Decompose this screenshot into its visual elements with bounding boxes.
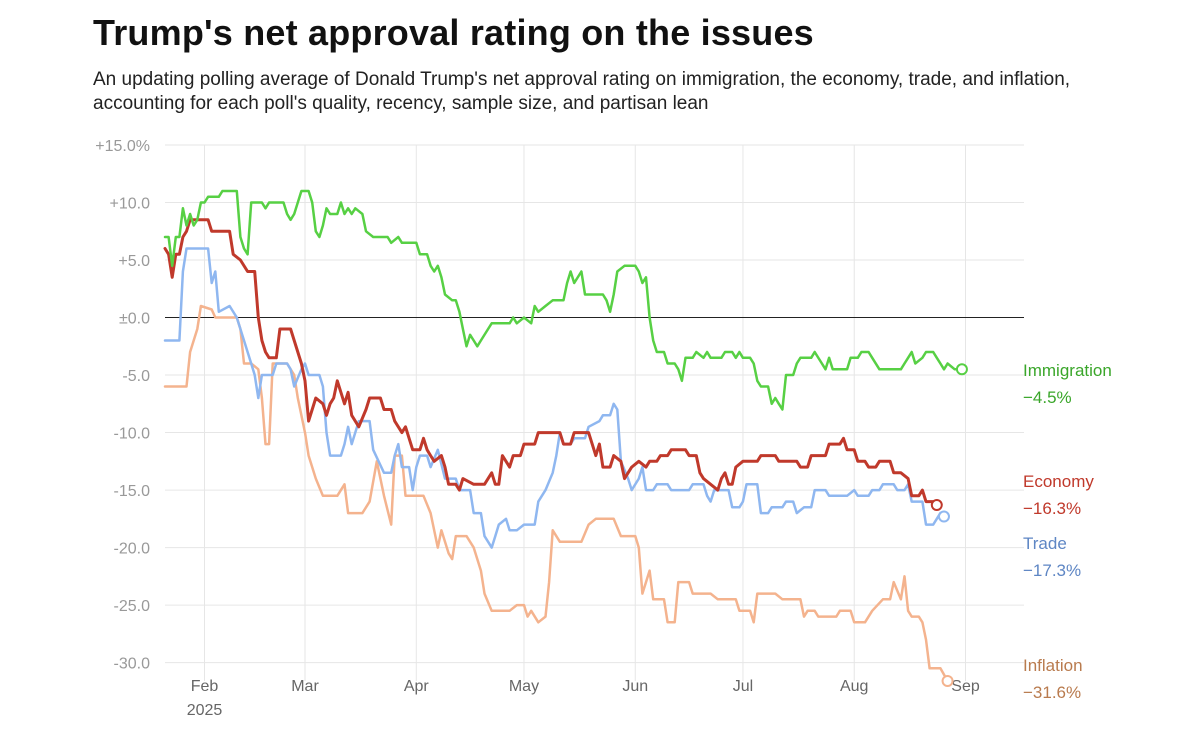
y-tick-label: +15.0%	[95, 138, 150, 155]
y-tick-label: +10.0	[110, 196, 151, 213]
inflation-series-name: Inflation	[1023, 656, 1083, 675]
y-tick-label: -15.0	[114, 483, 151, 500]
series-labels: Inflation −31.6% Trade −17.3% Economy −16.3% I…	[1023, 361, 1112, 702]
y-tick-label: -20.0	[114, 541, 151, 558]
inflation-line	[163, 304, 949, 683]
economy-line	[163, 218, 939, 507]
economy-series-value: −16.3%	[1023, 499, 1081, 518]
inflation-end-marker	[941, 675, 954, 687]
y-axis: +15.0% +10.0 +5.0 ±0.0 -5.0 -10.0 -15.0 -20.0 -2…	[95, 138, 150, 673]
x-tick-label: Jul	[733, 678, 753, 695]
x-year-label: 2025	[187, 702, 223, 719]
grid	[165, 144, 1024, 681]
x-tick-label: Sep	[951, 678, 980, 695]
x-tick-label: Apr	[404, 678, 430, 695]
x-axis: Feb Mar Apr May Jun Jul Aug Sep 2025	[187, 678, 980, 719]
inflation-series-value: −31.6%	[1023, 683, 1081, 702]
x-tick-label: Aug	[840, 678, 868, 695]
immigration-series-name: Immigration	[1023, 361, 1112, 380]
y-tick-label: -10.0	[114, 426, 151, 443]
chart-title: Trump's net approval rating on the issue…	[93, 12, 814, 53]
immigration-series-value: −4.5%	[1023, 388, 1072, 407]
series-lines	[163, 189, 968, 687]
chart-subtitle: An updating polling average of Donald Tr…	[93, 69, 1071, 114]
trade-line	[163, 247, 946, 549]
trade-series-name: Trade	[1023, 534, 1067, 553]
trade-series-value: −17.3%	[1023, 561, 1081, 580]
x-tick-label: Jun	[622, 678, 648, 695]
immigration-end-marker	[955, 363, 968, 376]
economy-series-name: Economy	[1023, 472, 1094, 491]
y-tick-label: -5.0	[122, 368, 150, 385]
x-tick-label: May	[509, 678, 539, 695]
economy-end-marker	[930, 499, 943, 512]
trade-end-marker	[937, 510, 950, 523]
y-tick-label: -25.0	[114, 598, 151, 615]
y-tick-label: -30.0	[114, 656, 151, 673]
immigration-line	[163, 189, 964, 411]
x-tick-label: Feb	[191, 678, 219, 695]
y-tick-label: ±0.0	[119, 311, 150, 328]
x-tick-label: Mar	[291, 678, 319, 695]
y-tick-label: +5.0	[118, 253, 150, 270]
